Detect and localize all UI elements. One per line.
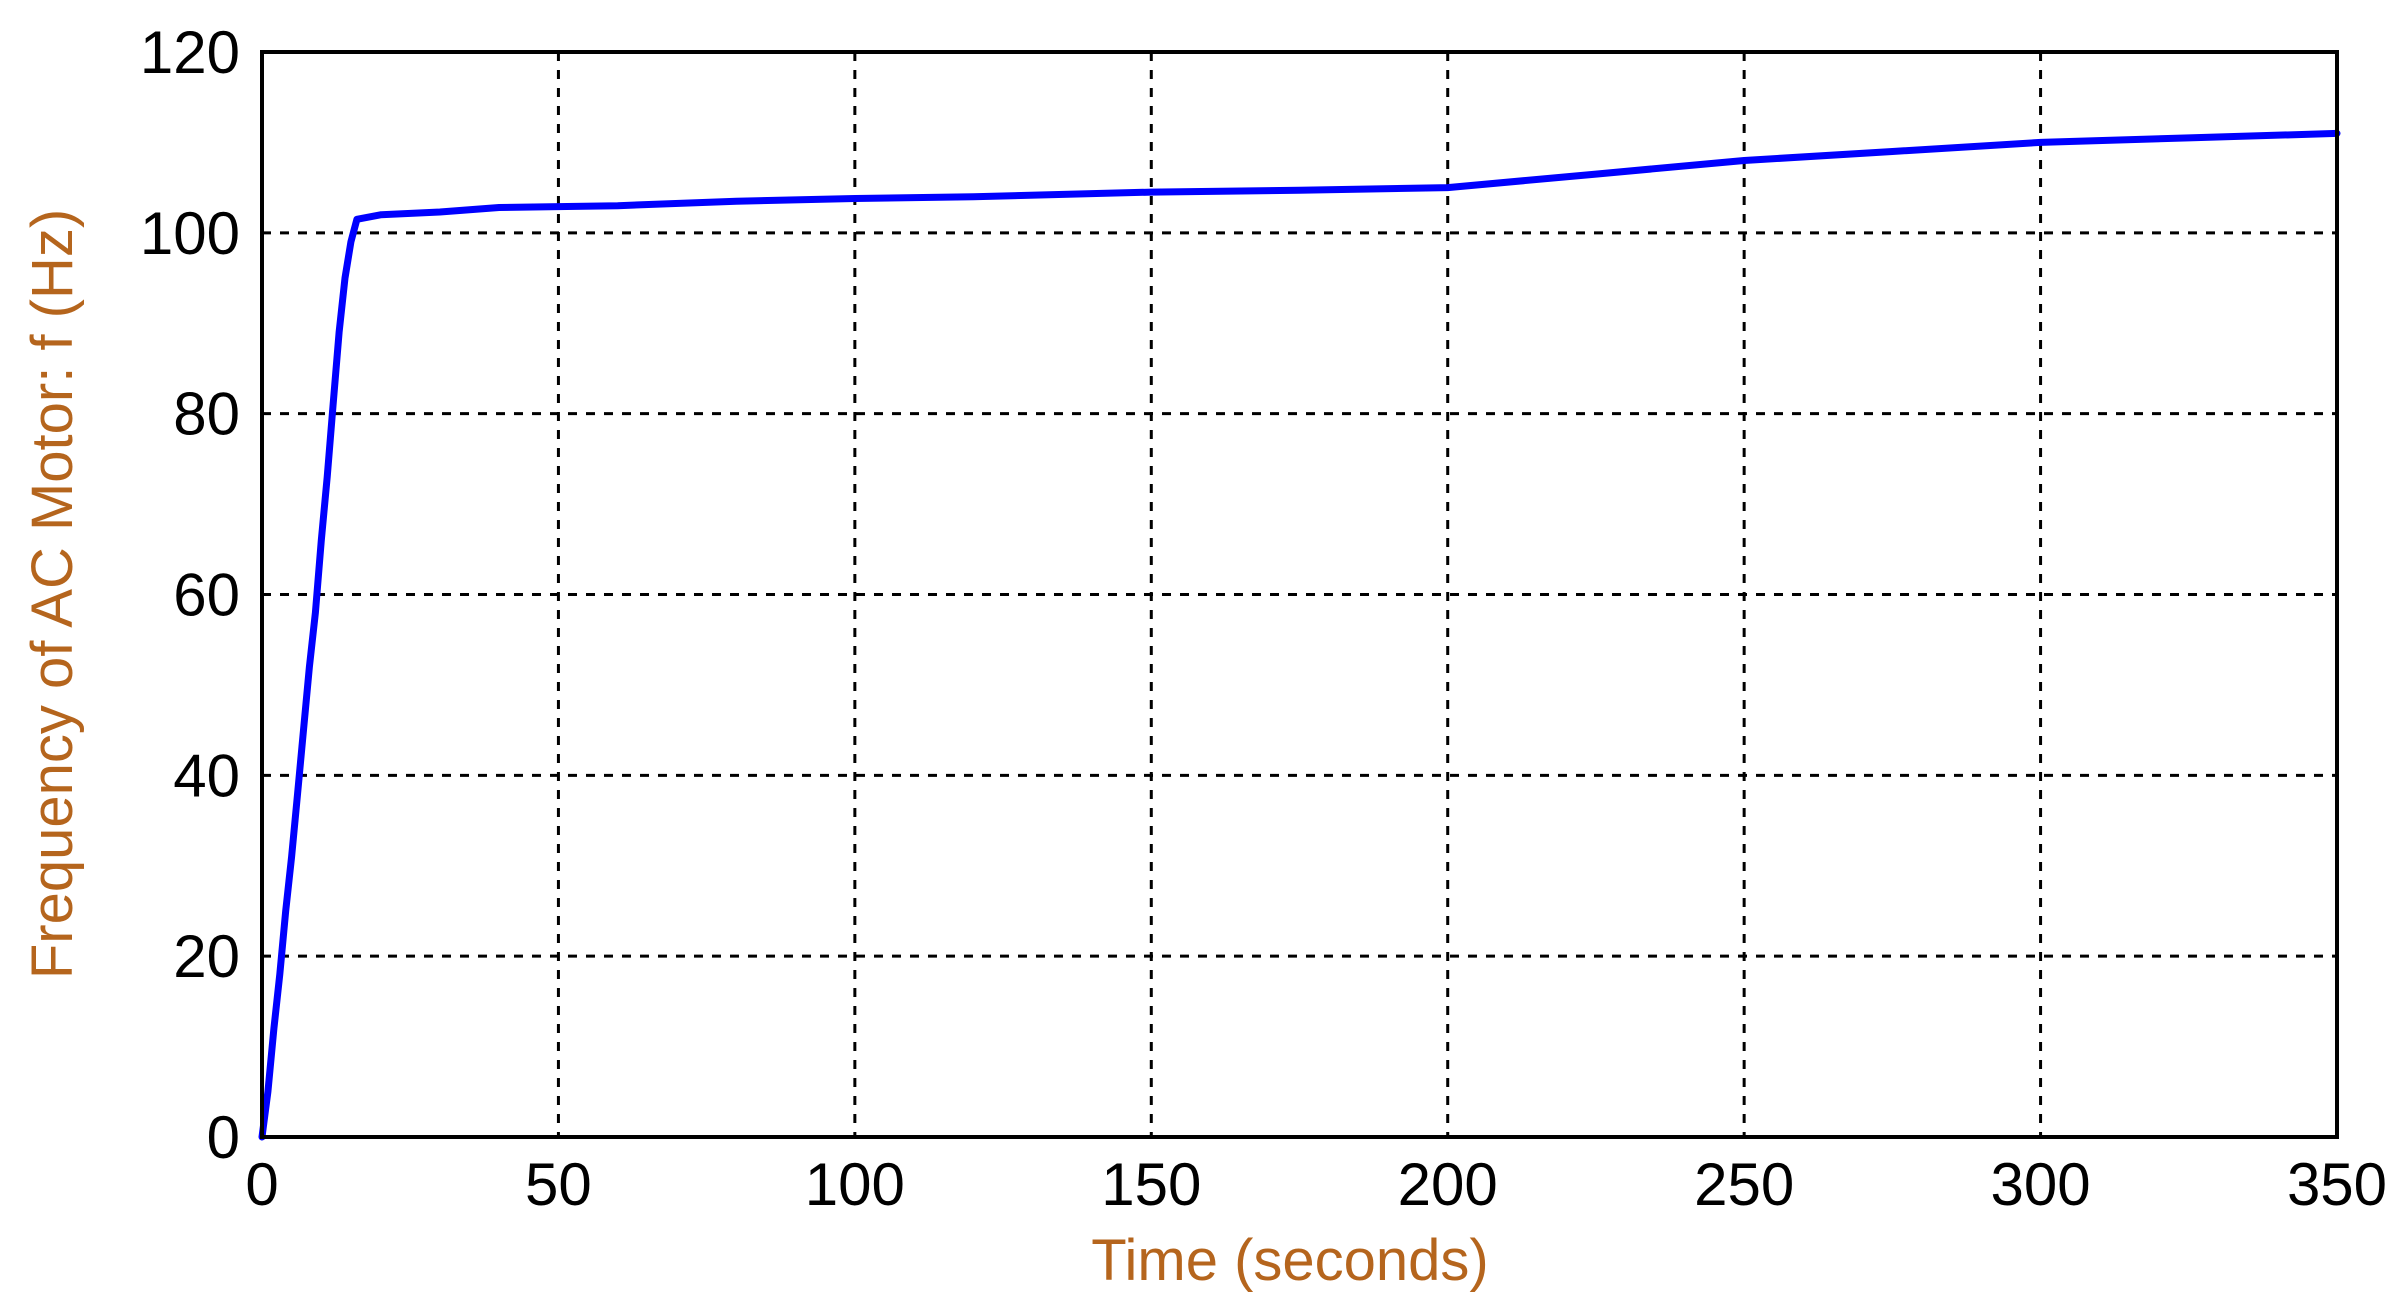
series-layer <box>258 129 2341 1141</box>
x-axis-label: Time (seconds) <box>1091 1228 1489 1293</box>
y-tick-label: 80 <box>173 381 240 448</box>
y-tick-label: 120 <box>140 19 240 86</box>
y-tick-labels: 0 20 40 60 80 100 120 <box>140 19 240 1171</box>
plot-frame <box>260 50 2339 1139</box>
x-tick-label: 300 <box>1991 1151 2091 1218</box>
y-axis-label: Frequency of AC Motor: f (Hz) <box>20 209 85 979</box>
x-tick-label: 350 <box>2287 1151 2387 1218</box>
grid-lines <box>262 52 2337 1137</box>
x-tick-label: 50 <box>525 1151 592 1218</box>
x-tick-label: 250 <box>1694 1151 1794 1218</box>
y-tick-label: 100 <box>140 200 240 267</box>
y-tick-label: 0 <box>207 1104 240 1171</box>
y-tick-label: 20 <box>173 923 240 990</box>
x-tick-label: 0 <box>245 1151 278 1218</box>
x-tick-label: 150 <box>1101 1151 1201 1218</box>
x-tick-label: 100 <box>805 1151 905 1218</box>
x-tick-labels: 0 50 100 150 200 250 300 350 <box>245 1151 2387 1218</box>
x-tick-label: 200 <box>1398 1151 1498 1218</box>
y-tick-label: 60 <box>173 562 240 629</box>
series-line <box>258 129 2341 1141</box>
y-tick-label: 40 <box>173 742 240 809</box>
